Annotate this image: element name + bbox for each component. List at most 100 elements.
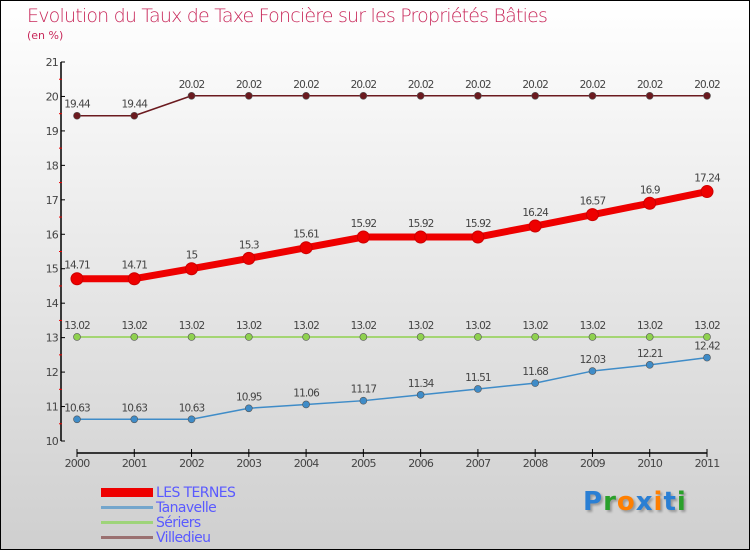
data-point: [703, 353, 711, 362]
x-tick-label: 2008: [523, 457, 549, 470]
data-point: [187, 91, 196, 100]
data-point: [187, 333, 196, 341]
data-point: [73, 415, 81, 424]
legend: LES TERNES Tanavelle Sériers Villedieu: [101, 485, 236, 546]
x-tick-label: 2009: [580, 457, 606, 470]
legend-label: Villedieu: [156, 529, 211, 546]
data-point: [585, 208, 599, 222]
data-label: 15.3: [239, 239, 259, 251]
x-tick-label: 2005: [351, 457, 377, 470]
data-label: 17.24: [694, 173, 721, 185]
y-tick-label: 21: [46, 56, 58, 69]
data-label: 12.42: [694, 341, 720, 353]
data-label: 15.92: [408, 218, 434, 230]
data-point: [127, 272, 141, 286]
legend-item: Villedieu: [101, 529, 235, 546]
data-point: [70, 272, 84, 286]
data-point: [245, 404, 253, 413]
data-point: [471, 230, 485, 244]
data-label: 19.44: [121, 99, 148, 111]
data-label: 20.02: [408, 79, 434, 91]
series-line-tanavelle: [77, 356, 708, 421]
y-tick-label: 17: [46, 194, 59, 207]
data-point: [359, 333, 368, 341]
data-point: [588, 367, 597, 375]
data-label: 19.44: [64, 99, 91, 111]
data-point: [299, 241, 313, 255]
legend-swatch: [101, 536, 153, 539]
x-tick-label: 2001: [122, 457, 147, 470]
data-point: [531, 91, 539, 100]
data-point: [359, 91, 368, 100]
legend-swatch: [101, 488, 153, 497]
y-tick-label: 18: [46, 159, 59, 172]
data-point: [245, 333, 253, 341]
x-tick-label: 2011: [695, 457, 720, 470]
data-point: [242, 251, 256, 265]
data-point: [703, 333, 711, 341]
data-label: 20.02: [522, 79, 548, 91]
data-label: 20.02: [293, 79, 319, 91]
legend-label: Tanavelle: [156, 499, 217, 516]
data-point: [302, 400, 310, 409]
data-label: 13.02: [465, 320, 491, 332]
data-point: [187, 415, 196, 424]
data-label: 13.02: [293, 320, 319, 332]
x-tick-label: 2002: [179, 457, 204, 470]
data-label: 11.06: [293, 387, 320, 399]
data-label: 14.71: [64, 260, 90, 272]
y-tick-label: 16: [46, 228, 59, 241]
data-label: 20.02: [694, 79, 720, 91]
y-tick-label: 11: [46, 401, 58, 414]
data-label: 13.02: [236, 320, 262, 332]
data-label: 20.02: [179, 79, 205, 91]
data-point: [356, 230, 370, 244]
data-point: [528, 219, 542, 233]
x-tick-label: 2010: [637, 457, 663, 470]
data-point: [302, 333, 310, 341]
data-label: 16.57: [580, 196, 606, 208]
y-tick-label: 10: [46, 435, 59, 448]
x-tick-label: 2007: [466, 457, 492, 470]
data-point: [302, 91, 310, 100]
data-label: 20.02: [236, 79, 262, 91]
y-tick-label: 20: [46, 90, 59, 103]
data-point: [416, 91, 425, 100]
legend-swatch: [101, 521, 153, 524]
data-point: [359, 396, 368, 405]
data-point: [414, 230, 428, 244]
data-label: 10.95: [236, 391, 262, 403]
chart-subtitle: (en %): [27, 29, 64, 42]
data-label: 15: [186, 250, 198, 262]
legend-item: Sériers: [101, 515, 235, 531]
data-label: 10.63: [179, 402, 205, 414]
data-label: 12.21: [637, 348, 663, 360]
data-point: [643, 196, 657, 210]
data-point: [416, 333, 425, 341]
data-label: 20.02: [580, 79, 606, 91]
data-label: 15.92: [351, 218, 377, 230]
data-point: [588, 91, 597, 100]
legend-swatch: [101, 506, 153, 509]
x-tick-label: 2003: [236, 457, 262, 470]
data-label: 13.02: [351, 320, 377, 332]
data-point: [703, 91, 711, 100]
y-tick-label: 12: [46, 366, 58, 379]
x-tick-label: 2004: [294, 457, 320, 470]
data-label: 11.17: [351, 384, 377, 396]
proxiti-logo: Proxiti: [583, 487, 687, 517]
data-label: 15.61: [293, 229, 319, 241]
data-label: 10.63: [121, 402, 147, 414]
data-label: 13.02: [179, 320, 205, 332]
y-tick-label: 13: [46, 332, 59, 345]
data-label: 10.63: [64, 402, 90, 414]
data-point: [185, 262, 199, 276]
data-point: [73, 111, 81, 120]
legend-item: Tanavelle: [101, 499, 235, 516]
data-label: 14.71: [121, 260, 147, 272]
series-line-les-ternes: [77, 188, 708, 283]
data-label: 13.02: [637, 320, 663, 332]
data-point: [474, 91, 482, 100]
